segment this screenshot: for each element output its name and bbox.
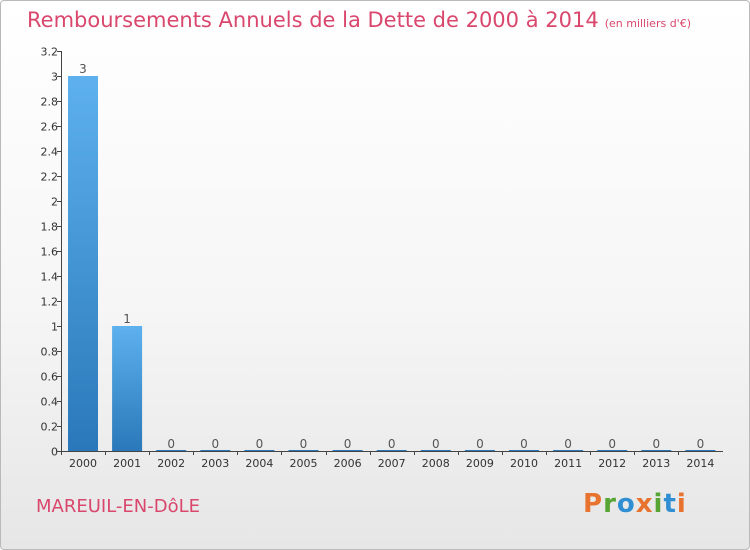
bars-group [68, 76, 716, 451]
y-tick-label: 3 [51, 71, 58, 84]
bar [244, 450, 275, 451]
axes-group: 0 0.2 0.4 0.6 0.8 1 1.2 1.4 1.6 1.8 2 2.2 2.4 2.6 2.8 3… [41, 46, 723, 459]
bar [464, 450, 495, 451]
logo-letter: o [616, 489, 636, 519]
bar [112, 326, 143, 451]
y-tick-label: 2.2 [41, 171, 59, 184]
y-tick-label: 1.6 [41, 246, 59, 259]
data-label: 1 [123, 312, 131, 326]
data-label: 0 [388, 437, 396, 451]
x-tick-label: 2004 [245, 457, 273, 470]
data-label: 0 [564, 437, 572, 451]
y-tick-label: 1.4 [41, 271, 59, 284]
logo-letter: P [583, 489, 604, 519]
data-label: 0 [520, 437, 528, 451]
y-tick-label: 2.8 [41, 96, 59, 109]
data-label: 0 [256, 437, 264, 451]
chart-title-unit: (en milliers d'€) [604, 17, 691, 30]
y-tick-label: 1.2 [41, 296, 59, 309]
bar [685, 450, 716, 451]
bar [200, 450, 231, 451]
data-label: 0 [476, 437, 484, 451]
x-tick-label: 2003 [201, 457, 229, 470]
bar [420, 450, 451, 451]
bar [332, 450, 363, 451]
logo-letter: r [603, 489, 617, 519]
y-tick-label: 2.4 [41, 146, 59, 159]
chart-title-main: Remboursements Annuels de la Dette de 20… [27, 8, 599, 32]
data-label: 0 [211, 437, 219, 451]
data-label: 3 [79, 62, 87, 76]
bar [509, 450, 539, 451]
data-label: 0 [652, 437, 660, 451]
x-tick-label: 2007 [378, 457, 406, 470]
bar [288, 450, 319, 451]
x-tick-label: 2008 [422, 457, 450, 470]
y-tick-label: 0.6 [41, 371, 59, 384]
commune-name: MAREUIL-EN-DôLE [36, 496, 201, 517]
x-tick-label: 2005 [290, 457, 318, 470]
x-tick-label: 2006 [334, 457, 362, 470]
y-tick-label: 2 [51, 196, 58, 209]
data-label: 0 [300, 437, 308, 451]
logo-letter: i [676, 489, 687, 519]
x-tick-label: 2000 [69, 457, 97, 470]
bar [641, 450, 672, 451]
x-tick-label: 2002 [157, 457, 185, 470]
bar [68, 76, 98, 451]
bar [553, 450, 584, 451]
logo-letter: x [635, 489, 654, 519]
y-tick-label: 0.8 [41, 346, 59, 359]
data-label: 0 [608, 437, 616, 451]
data-label: 0 [167, 437, 175, 451]
y-tick-label: 1 [51, 321, 58, 334]
x-tick-label: 2013 [642, 457, 670, 470]
y-tick-label: 0 [51, 446, 58, 459]
data-label: 0 [432, 437, 440, 451]
y-tick-label: 3.2 [41, 46, 59, 59]
x-tick-label: 2014 [686, 457, 714, 470]
data-label: 0 [697, 437, 705, 451]
x-tick-label: 2001 [113, 457, 141, 470]
x-tick-label: 2009 [466, 457, 494, 470]
x-tick-label: 2012 [598, 457, 626, 470]
y-tick-label: 0.2 [41, 421, 59, 434]
x-tick-label: 2011 [554, 457, 582, 470]
proxiti-logo: Proxiti [583, 489, 687, 519]
bar [376, 450, 407, 451]
y-tick-label: 0.4 [41, 396, 59, 409]
chart-title: Remboursements Annuels de la Dette de 20… [27, 8, 691, 32]
x-tick-label: 2010 [510, 457, 538, 470]
bar [156, 450, 187, 451]
labels-group: 2000 3 2001 1 2002 0 2003 0 2004 0 2005 0 2006 0 2007 0… [69, 62, 714, 470]
y-tick-label: 1.8 [41, 221, 59, 234]
bar [597, 450, 628, 451]
data-label: 0 [344, 437, 352, 451]
logo-letter: i [653, 489, 664, 519]
logo-letter: t [663, 489, 677, 519]
y-tick-label: 2.6 [41, 121, 59, 134]
